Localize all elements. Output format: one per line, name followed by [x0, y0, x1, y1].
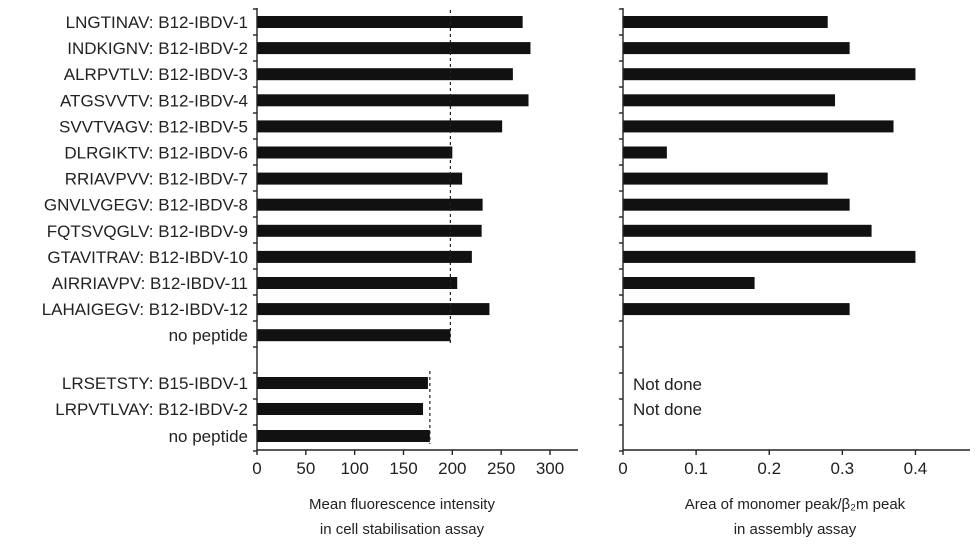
- category-label: RRIAVPVV: B12-IBDV-7: [65, 170, 248, 189]
- category-label: AIRRIAVPV: B12-IBDV-11: [52, 274, 248, 293]
- left-bar: [257, 224, 482, 237]
- left-bar: [257, 94, 529, 107]
- left-x-ticks: 0 50 100 150 200 250 300: [252, 450, 564, 478]
- right-bar: [623, 198, 850, 211]
- left-bar: [257, 42, 531, 55]
- right-bar: [623, 250, 916, 263]
- left-axes: [253, 8, 578, 452]
- left-bar: [257, 303, 490, 316]
- category-label: DLRGIKTV: B12-IBDV-6: [64, 144, 248, 163]
- right-xlabel-line-1: Area of monomer peak/β₂m peak: [685, 496, 906, 513]
- panel-assembly-assay: 0 0.1 0.2 0.3 0.4 Not done Not done Area of …: [618, 8, 970, 538]
- left-bar: [257, 430, 430, 442]
- category-label: no peptide: [169, 326, 248, 345]
- right-bar: [623, 224, 872, 237]
- not-done-annotation-1: Not done: [633, 375, 702, 394]
- right-x-tick-label: 0.4: [904, 459, 928, 478]
- category-label: INDKIGNV: B12-IBDV-2: [67, 39, 248, 58]
- right-bars: [623, 16, 916, 316]
- category-labels: LNGTINAV: B12-IBDV-1 INDKIGNV: B12-IBDV-2…: [42, 13, 248, 446]
- right-bar: [623, 120, 894, 133]
- left-bar: [257, 68, 513, 81]
- left-x-tick-label: 150: [389, 459, 417, 478]
- right-bar: [623, 277, 755, 289]
- right-x-tick-label: 0.1: [684, 459, 708, 478]
- left-bars: [257, 16, 531, 442]
- right-bar: [623, 42, 850, 55]
- right-x-tick-label: 0: [618, 459, 627, 478]
- right-bar: [623, 303, 850, 316]
- category-label: FQTSVQGLV: B12-IBDV-9: [47, 222, 248, 241]
- right-bar: [623, 172, 828, 185]
- left-bar: [257, 377, 428, 389]
- right-x-tick-label: 0.3: [831, 459, 855, 478]
- left-x-tick-label: 0: [252, 459, 261, 478]
- left-bar: [257, 16, 523, 28]
- left-bar: [257, 403, 424, 415]
- left-bar: [257, 277, 458, 289]
- category-label: GTAVITRAV: B12-IBDV-10: [47, 248, 248, 267]
- category-label: GNVLVGEGV: B12-IBDV-8: [44, 196, 248, 215]
- right-xlabel-line-2: in assembly assay: [734, 521, 857, 538]
- left-bar: [257, 120, 503, 133]
- right-x-ticks: 0 0.1 0.2 0.3 0.4: [618, 450, 927, 478]
- category-label: LRPVTLVAY: B12-IBDV-2: [55, 400, 248, 419]
- left-x-tick-label: 100: [340, 459, 368, 478]
- right-bar: [623, 68, 916, 81]
- category-label: no peptide: [169, 427, 248, 446]
- right-bar: [623, 16, 828, 28]
- category-label: ATGSVVTV: B12-IBDV-4: [60, 91, 248, 110]
- left-bar: [257, 198, 483, 211]
- left-bar: [257, 329, 451, 342]
- right-x-tick-label: 0.2: [757, 459, 781, 478]
- category-label: LRSETSTY: B15-IBDV-1: [62, 374, 248, 393]
- left-xlabel-line-2: in cell stabilisation assay: [320, 521, 485, 538]
- left-x-tick-label: 200: [438, 459, 466, 478]
- not-done-annotation-2: Not done: [633, 400, 702, 419]
- left-reference-lines: [429, 10, 451, 444]
- category-label: LNGTINAV: B12-IBDV-1: [66, 13, 248, 32]
- left-bar: [257, 250, 472, 263]
- left-x-tick-label: 50: [296, 459, 315, 478]
- left-x-tick-label: 300: [536, 459, 564, 478]
- category-label: SVVTVAGV: B12-IBDV-5: [59, 117, 248, 136]
- right-bar: [623, 94, 836, 107]
- left-bar: [257, 172, 463, 185]
- category-label: LAHAIGEGV: B12-IBDV-12: [42, 300, 248, 319]
- left-xlabel-line-1: Mean fluorescence intensity: [309, 496, 495, 513]
- left-x-tick-label: 250: [487, 459, 515, 478]
- right-bar: [623, 146, 667, 159]
- category-label: ALRPVTLV: B12-IBDV-3: [64, 65, 248, 84]
- left-bar: [257, 146, 453, 159]
- panel-cell-stabilisation: 0 50 100 150 200 250 300 Mean fluorescence int…: [252, 8, 578, 538]
- right-axes: [619, 8, 970, 452]
